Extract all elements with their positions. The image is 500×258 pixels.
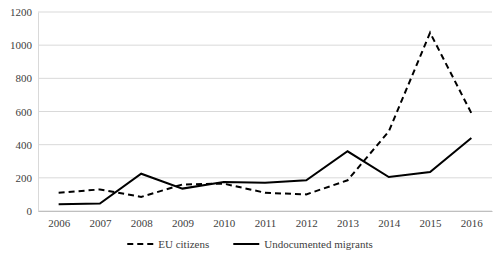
- y-axis: 0 200 400 600 800 1000 1200: [10, 6, 39, 217]
- y-tick: 400: [16, 139, 39, 151]
- x-tick-label: 2008: [131, 217, 154, 229]
- y-tick-label: 200: [16, 172, 33, 184]
- grid: [38, 12, 492, 211]
- x-tick-label: 2006: [48, 217, 71, 229]
- y-tick: 1200: [10, 6, 38, 18]
- legend-item: Undocumented migrants: [233, 238, 372, 250]
- x-tick: 2008: [131, 211, 154, 229]
- grid-line: [38, 111, 492, 112]
- lines: [59, 33, 472, 205]
- grid-line: [38, 78, 492, 79]
- x-tick-label: 2009: [172, 217, 195, 229]
- x-tick: 2015: [420, 211, 443, 229]
- x-tick: 2007: [89, 211, 112, 229]
- grid-line: [38, 144, 492, 145]
- x-tick-label: 2016: [461, 217, 484, 229]
- y-axis-line: [38, 13, 39, 212]
- x-tick: 2012: [296, 211, 318, 229]
- y-tick: 1000: [10, 39, 38, 51]
- legend-label: Undocumented migrants: [264, 238, 372, 250]
- x-tick: 2010: [213, 211, 236, 229]
- x-tick-label: 2013: [337, 217, 360, 229]
- legend-label: EU citizens: [158, 238, 209, 250]
- grid-line: [38, 12, 492, 13]
- legend-swatch: [127, 243, 153, 245]
- series-line: [59, 33, 472, 197]
- x-tick: 2014: [378, 211, 401, 229]
- y-tick-label: 600: [16, 106, 33, 118]
- legend-swatch: [233, 243, 259, 245]
- chart: 0 200 400 600 800 1000 1200 2006 2007 2008 2009 201…: [0, 0, 500, 258]
- x-axis-line: [39, 211, 493, 212]
- x-tick: 2016: [461, 211, 484, 229]
- x-tick-label: 2007: [89, 217, 112, 229]
- y-tick-label: 800: [16, 72, 33, 84]
- legend: EU citizens Undocumented migrants: [127, 238, 372, 250]
- x-tick-label: 2011: [255, 217, 277, 229]
- x-tick-label: 2012: [296, 217, 318, 229]
- x-tick-label: 2010: [213, 217, 236, 229]
- plot-area: 0 200 400 600 800 1000 1200 2006 2007 2008 2009 201…: [10, 6, 493, 229]
- grid-line: [38, 211, 492, 212]
- series-line: [59, 138, 472, 204]
- x-tick: 2013: [337, 211, 360, 229]
- legend-item: EU citizens: [127, 238, 209, 250]
- x-axis: 2006 2007 2008 2009 2010 2011 2012 2013 2014 2015…: [39, 211, 493, 229]
- y-tick: 0: [27, 205, 39, 217]
- y-tick-label: 1200: [10, 6, 33, 18]
- x-tick: 2009: [172, 211, 195, 229]
- y-tick-label: 0: [27, 205, 33, 217]
- x-tick-label: 2015: [420, 217, 443, 229]
- x-tick: 2011: [255, 211, 277, 229]
- x-tick-label: 2014: [378, 217, 401, 229]
- grid-line: [38, 177, 492, 178]
- y-tick: 200: [16, 172, 39, 184]
- y-tick: 800: [16, 72, 39, 84]
- y-tick: 600: [16, 106, 39, 118]
- x-tick: 2006: [48, 211, 71, 229]
- y-tick-label: 1000: [10, 39, 33, 51]
- y-tick-label: 400: [16, 139, 33, 151]
